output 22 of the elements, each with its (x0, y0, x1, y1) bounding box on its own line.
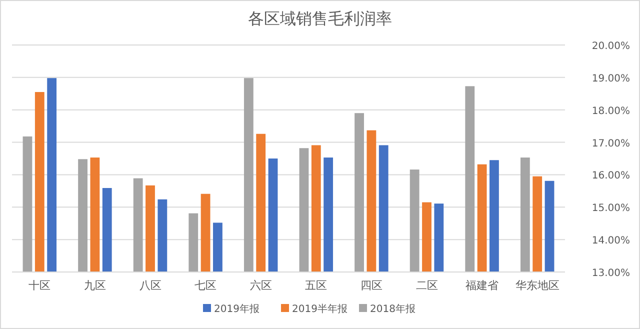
x-tick-label: 七区 (194, 279, 217, 292)
x-tick-label: 福建省 (466, 279, 499, 292)
x-tick-label: 二区 (416, 279, 438, 292)
y-tick-label: 14.00% (592, 236, 630, 247)
legend-label: 2019半年报 (292, 303, 348, 315)
chart-title: 各区域销售毛利润率 (248, 9, 392, 28)
legend-label: 2018年报 (370, 303, 416, 315)
x-tick-label: 五区 (305, 279, 328, 292)
y-tick-label: 13.00% (592, 268, 630, 279)
legend-label: 2019年报 (214, 303, 260, 315)
y-tick-label: 16.00% (592, 170, 630, 182)
y-tick-label: 19.00% (592, 73, 630, 84)
x-tick-label: 华东地区 (515, 279, 560, 292)
x-tick-label: 八区 (139, 279, 162, 292)
x-tick-label: 九区 (84, 279, 106, 292)
y-tick-label: 18.00% (592, 106, 630, 117)
y-tick-label: 15.00% (592, 203, 630, 214)
x-tick-label: 四区 (360, 279, 382, 292)
y-tick-label: 20.00% (592, 41, 630, 52)
y-tick-label: 17.00% (592, 138, 630, 150)
x-tick-label: 六区 (250, 279, 272, 292)
x-tick-label: 十区 (28, 279, 51, 292)
